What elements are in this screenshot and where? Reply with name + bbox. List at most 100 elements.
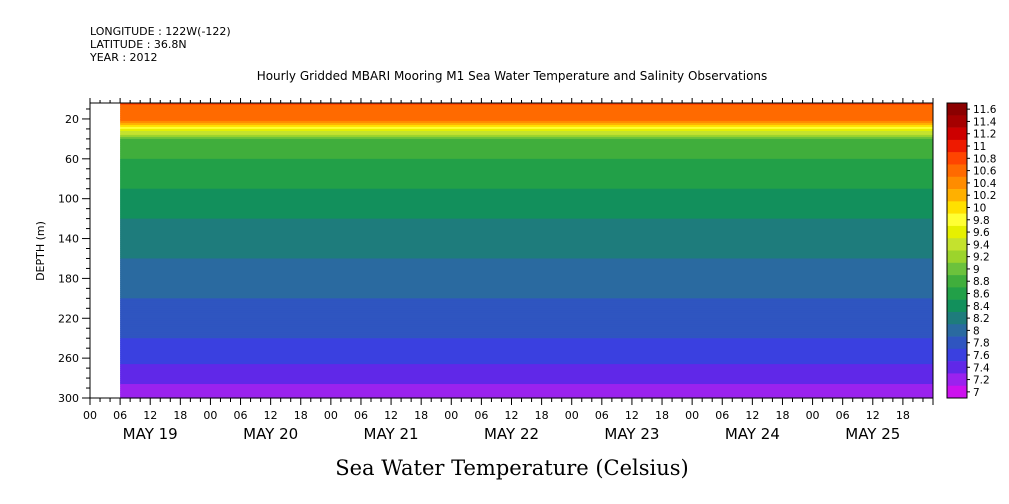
temperature-band: [120, 120, 934, 124]
temperature-band: [120, 238, 934, 242]
temperature-band: [120, 182, 934, 186]
y-tick-label: 220: [58, 312, 79, 325]
temperature-band: [120, 158, 934, 162]
temperature-band: [120, 294, 934, 297]
temperature-band: [120, 256, 934, 260]
temperature-band: [120, 392, 934, 395]
x-hour-label: 00: [806, 409, 820, 422]
temperature-band: [120, 366, 934, 369]
y-tick-label: 300: [58, 392, 79, 405]
temperature-band: [120, 282, 934, 285]
colorbar-label: 8.8: [973, 276, 990, 288]
temperature-band: [120, 368, 934, 371]
temperature-band: [120, 200, 934, 204]
colorbar: 11.611.411.21110.810.610.410.2109.89.69.…: [946, 102, 997, 399]
temperature-band: [120, 254, 934, 258]
temperature-band: [120, 372, 934, 375]
temperature-band: [120, 190, 934, 194]
temperature-band: [120, 118, 934, 122]
no-data-area: [90, 103, 121, 398]
temperature-band: [120, 350, 934, 353]
temperature-band: [120, 134, 934, 138]
temperature-band: [120, 108, 934, 112]
temperature-band: [120, 306, 934, 309]
y-tick-label: 60: [65, 153, 79, 166]
temperature-band: [120, 370, 934, 373]
temperature-band: [120, 326, 934, 329]
y-axis-label: DEPTH (m): [34, 221, 47, 281]
temperature-band: [120, 194, 934, 198]
x-hour-label: 06: [836, 409, 850, 422]
temperature-band: [120, 202, 934, 206]
colorbar-swatch: [947, 324, 967, 337]
temperature-band: [120, 280, 934, 283]
temperature-band: [120, 308, 934, 311]
temperature-band: [120, 394, 934, 397]
temperature-band: [120, 324, 934, 327]
colorbar-label: 10.8: [973, 153, 996, 165]
temperature-band: [120, 266, 934, 270]
temperature-band: [120, 246, 934, 250]
colorbar-label: 9: [973, 264, 980, 276]
x-hour-label: 18: [173, 409, 187, 422]
x-day-label: MAY 20: [243, 425, 298, 443]
temperature-band: [120, 248, 934, 252]
year-label: YEAR : 2012: [89, 51, 158, 64]
temperature-band: [120, 296, 934, 299]
temperature-band: [120, 212, 934, 216]
colorbar-label: 7.6: [973, 350, 990, 362]
temperature-band: [120, 166, 934, 170]
colorbar-label: 10.4: [973, 178, 997, 190]
temperature-band: [120, 206, 934, 210]
x-hour-label: 12: [143, 409, 157, 422]
temperature-band: [120, 186, 934, 190]
colorbar-label: 9.2: [973, 252, 990, 264]
x-hour-label: 18: [414, 409, 428, 422]
colorbar-swatch: [947, 287, 967, 300]
temperature-band: [120, 362, 934, 365]
temperature-band: [120, 150, 934, 154]
x-hour-label: 12: [625, 409, 639, 422]
temperature-band: [120, 388, 934, 391]
temperature-band: [120, 204, 934, 208]
x-day-label: MAY 24: [725, 425, 780, 443]
temperature-band: [120, 210, 934, 214]
x-hour-label: 00: [83, 409, 97, 422]
temperature-band: [120, 112, 934, 116]
x-day-label: MAY 21: [364, 425, 419, 443]
temperature-band: [120, 360, 934, 363]
temperature-band: [120, 330, 934, 333]
temperature-band: [120, 316, 934, 319]
x-hour-label: 00: [444, 409, 458, 422]
temperature-band: [120, 274, 934, 278]
x-hour-label: 06: [113, 409, 127, 422]
colorbar-label: 11.6: [973, 104, 997, 116]
colorbar-swatch: [947, 361, 967, 374]
temperature-band: [120, 270, 934, 274]
temperature-field: [90, 103, 934, 399]
temperature-band: [120, 290, 934, 293]
temperature-band: [120, 240, 934, 244]
temperature-band: [120, 314, 934, 317]
temperature-band: [120, 354, 934, 357]
temperature-band: [120, 348, 934, 351]
x-axis: 00 06 12 18 MAY 19 00 06 12 18 MAY 20 00 06 12 18 MAY …: [83, 98, 934, 443]
temperature-band: [120, 386, 934, 389]
colorbar-label: 9.8: [973, 215, 990, 227]
longitude-label: LONGITUDE : 122W(-122): [90, 25, 231, 38]
temperature-band: [120, 148, 934, 152]
temperature-band: [120, 128, 934, 132]
colorbar-label: 11.2: [973, 129, 996, 141]
x-day-label: MAY 23: [604, 425, 659, 443]
temperature-band: [120, 188, 934, 192]
x-hour-label: 18: [775, 409, 789, 422]
x-day-label: MAY 19: [123, 425, 178, 443]
temperature-band: [120, 110, 934, 114]
temperature-band: [120, 114, 934, 118]
temperature-band: [120, 302, 934, 305]
colorbar-swatch: [947, 336, 967, 350]
temperature-band: [120, 298, 934, 301]
colorbar-label: 7: [973, 387, 980, 399]
temperature-band: [120, 334, 934, 337]
